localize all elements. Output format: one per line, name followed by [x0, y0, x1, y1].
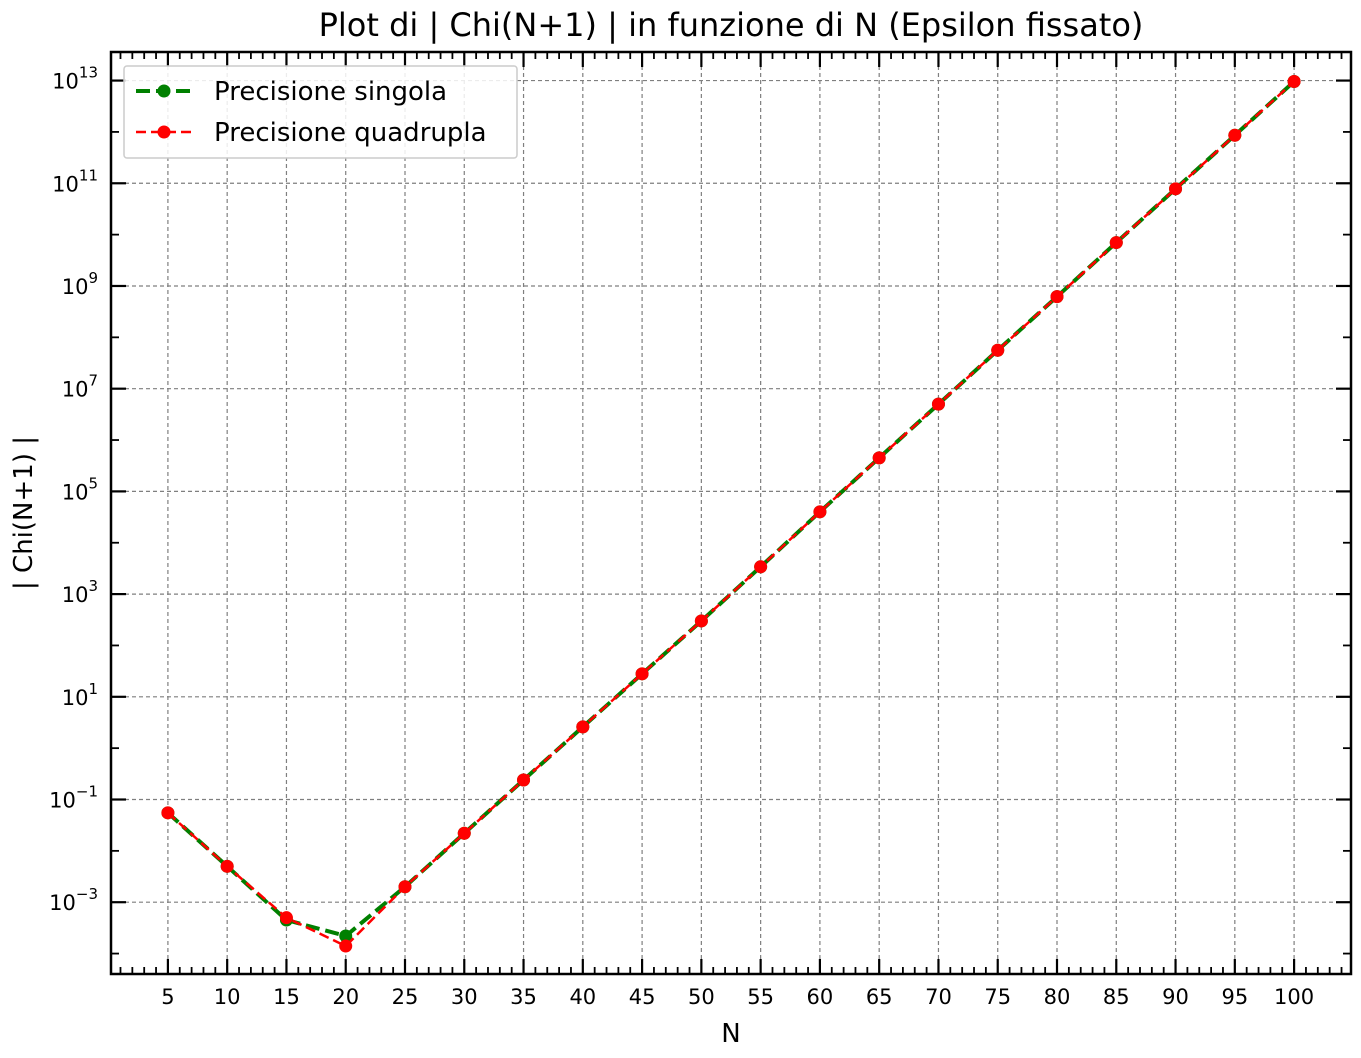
legend-marker-quadrupla: [157, 125, 171, 139]
x-tick-label: 40: [569, 985, 596, 1009]
x-tick-label: 35: [510, 985, 537, 1009]
x-tick-label: 60: [807, 985, 834, 1009]
chart-title: Plot di | Chi(N+1) | in funzione di N (E…: [319, 6, 1144, 44]
data-point: [1287, 74, 1301, 88]
x-tick-label: 70: [925, 985, 952, 1009]
y-tick-label: 105: [62, 474, 98, 504]
x-tick-label: 95: [1221, 985, 1248, 1009]
legend-box: [123, 65, 518, 159]
series-layer: [161, 74, 1301, 953]
x-tick-label: 100: [1274, 985, 1314, 1009]
series-line-0: [166, 79, 1296, 938]
data-point: [398, 880, 412, 894]
legend-marker-singola: [157, 84, 171, 98]
x-tick-label: 75: [984, 985, 1011, 1009]
x-tick-label: 50: [688, 985, 715, 1009]
data-point: [635, 667, 649, 681]
data-point: [161, 806, 175, 820]
legend-label-quadrupla: Precisione quadrupla: [214, 118, 487, 148]
data-point: [991, 343, 1005, 357]
major-ticks: [111, 52, 1351, 974]
data-point: [576, 720, 590, 734]
y-tick-label: 10−3: [49, 885, 98, 915]
y-tick-label: 101: [62, 680, 98, 710]
y-axis-label: | Chi(N+1) |: [9, 436, 39, 590]
x-tick-label: 25: [392, 985, 419, 1009]
x-tick-label: 55: [747, 985, 774, 1009]
legend: Precisione singola Precisione quadrupla: [123, 65, 518, 159]
grid: [111, 52, 1351, 974]
data-point: [457, 826, 471, 840]
data-point: [813, 505, 827, 519]
plot-frame: [109, 50, 1353, 976]
x-tick-label: 20: [332, 985, 359, 1009]
data-point: [1228, 128, 1242, 142]
data-point: [220, 859, 234, 873]
x-tick-label: 45: [629, 985, 656, 1009]
y-tick-label: 1013: [52, 64, 98, 94]
data-point: [754, 560, 768, 574]
y-tick-label: 107: [62, 372, 98, 402]
data-point: [517, 773, 531, 787]
data-point: [694, 614, 708, 628]
x-axis-label: N: [721, 1019, 740, 1049]
y-tick-label: 1011: [52, 166, 98, 196]
x-tick-label: 30: [451, 985, 478, 1009]
minor-ticks: [111, 52, 1351, 974]
x-tick-label: 10: [214, 985, 241, 1009]
series-line-1: [167, 80, 1295, 948]
x-tick-label: 5: [161, 985, 174, 1009]
x-tick-label: 90: [1162, 985, 1189, 1009]
legend-label-singola: Precisione singola: [214, 77, 447, 107]
data-point: [339, 939, 353, 953]
y-tick-label: 109: [62, 269, 98, 299]
y-tick-label: 10−1: [49, 783, 98, 813]
x-tick-label: 85: [1103, 985, 1130, 1009]
x-tick-label: 15: [273, 985, 300, 1009]
x-tick-label: 80: [1044, 985, 1071, 1009]
data-point: [339, 929, 353, 943]
data-point: [279, 911, 293, 925]
data-point: [1050, 290, 1064, 304]
y-tick-label: 103: [62, 577, 98, 607]
x-tick-label: 65: [866, 985, 893, 1009]
y-tick-labels: 10−3 10−1 101 103 105 107 109 1011 1013: [49, 64, 98, 916]
data-point: [1109, 236, 1123, 250]
data-point: [931, 397, 945, 411]
data-point: [872, 451, 886, 465]
data-point: [1169, 182, 1183, 196]
x-tick-labels: 5 10 15 20 25 30 35 40 45 50 55 60 65 70 75 80 85 90 95 100: [161, 985, 1314, 1009]
